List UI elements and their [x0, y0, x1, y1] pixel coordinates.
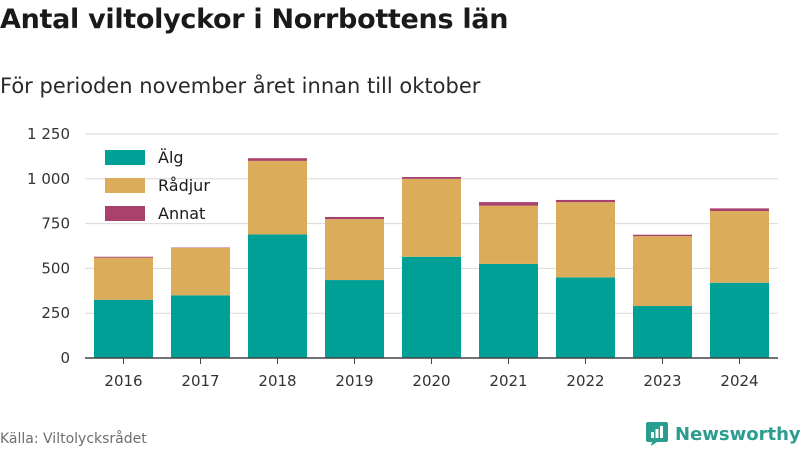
bar-segment[interactable] — [710, 208, 769, 212]
bar-segment[interactable] — [94, 256, 153, 258]
x-tick-label: 2021 — [489, 372, 527, 390]
bar-segment[interactable] — [94, 257, 153, 300]
chart-subtitle: För perioden november året innan till ok… — [0, 74, 481, 98]
brand-name: Newsworthy — [675, 423, 800, 445]
x-tick-label: 2023 — [643, 372, 681, 390]
y-tick-label: 0 — [60, 349, 70, 367]
x-tick-label: 2017 — [181, 372, 219, 390]
source-note: Källa: Viltolycksrådet — [0, 431, 147, 447]
bar-segment[interactable] — [248, 158, 307, 161]
bar-segment[interactable] — [556, 199, 615, 203]
y-tick-label: 500 — [41, 259, 70, 277]
chart-title: Antal viltolyckor i Norrbottens län — [0, 4, 509, 35]
bar-segment[interactable] — [710, 211, 769, 283]
x-tick-label: 2016 — [104, 372, 142, 390]
bar-segment[interactable] — [479, 202, 538, 206]
legend-label: Annat — [158, 204, 205, 223]
bar-segment[interactable] — [248, 160, 307, 235]
y-tick-label: 1 000 — [27, 170, 70, 188]
y-tick-label: 1 250 — [27, 125, 70, 143]
y-tick-label: 750 — [41, 215, 70, 233]
x-tick-label: 2020 — [412, 372, 450, 390]
bar-segment[interactable] — [94, 299, 153, 358]
newsworthy-logo-icon — [646, 422, 668, 446]
x-tick-label: 2024 — [720, 372, 758, 390]
bar-segment[interactable] — [325, 216, 384, 220]
bar-segment[interactable] — [633, 306, 692, 358]
legend-swatch — [105, 178, 145, 193]
legend-swatch — [105, 150, 145, 165]
legend-label: Rådjur — [158, 176, 210, 195]
bar-segment[interactable] — [248, 234, 307, 358]
bar-segment[interactable] — [402, 177, 461, 179]
bar-segment[interactable] — [633, 234, 692, 237]
bar-segment[interactable] — [710, 282, 769, 358]
bar-segment[interactable] — [556, 277, 615, 358]
bar-segment[interactable] — [171, 295, 230, 358]
y-tick-label: 250 — [41, 304, 70, 322]
x-tick-label: 2022 — [566, 372, 604, 390]
bar-segment[interactable] — [325, 280, 384, 358]
legend-label: Älg — [158, 148, 184, 167]
bar-segment[interactable] — [633, 236, 692, 307]
bar-segment[interactable] — [402, 256, 461, 358]
bar-segment[interactable] — [402, 178, 461, 257]
bar-segment[interactable] — [479, 205, 538, 264]
x-tick-label: 2018 — [258, 372, 296, 390]
bar-segment[interactable] — [325, 219, 384, 281]
bar-segment[interactable] — [171, 247, 230, 296]
brand-logo[interactable]: Newsworthy — [645, 420, 800, 448]
x-tick-label: 2019 — [335, 372, 373, 390]
bar-segment[interactable] — [556, 202, 615, 278]
legend-swatch — [105, 206, 145, 221]
bar-segment[interactable] — [479, 263, 538, 358]
